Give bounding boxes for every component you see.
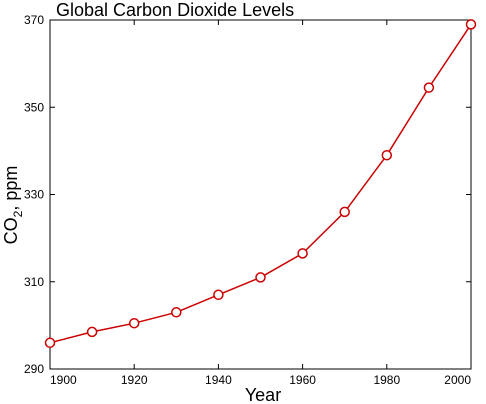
y-tick-label: 290 <box>24 362 44 376</box>
x-tick-label: 1980 <box>373 373 400 387</box>
y-tick-label: 310 <box>24 275 44 289</box>
co2-series-line <box>49 23 472 344</box>
y-tick-label: 370 <box>24 13 44 27</box>
y-axis-ticks: 290 310 330 350 370 <box>24 13 471 376</box>
y-axis-label-suffix: , ppm <box>1 166 21 211</box>
y-axis-label: CO2, ppm <box>1 166 25 245</box>
co2-series-points <box>44 19 477 349</box>
data-point-marker <box>86 326 98 338</box>
data-point-marker <box>381 149 393 161</box>
data-point-marker <box>213 289 224 301</box>
y-axis-label-main: CO <box>1 217 21 244</box>
x-tick-label: 2000 <box>444 373 471 387</box>
y-axis-label-subscript: 2 <box>11 210 25 217</box>
data-point-marker <box>297 248 308 259</box>
data-point-marker <box>423 82 435 93</box>
data-point-marker <box>128 317 140 329</box>
x-tick-label: 1900 <box>50 373 77 387</box>
x-tick-label: 1940 <box>205 373 232 387</box>
x-axis-ticks: 1900 1920 1940 1960 1980 2000 <box>49 20 472 387</box>
x-tick-label: 1960 <box>289 373 316 387</box>
data-point-marker <box>44 337 56 349</box>
x-tick-label: 1920 <box>121 373 148 387</box>
plot-frame <box>49 19 472 370</box>
data-point-marker <box>255 272 266 283</box>
data-point-marker <box>339 206 350 218</box>
data-point-marker <box>465 19 477 30</box>
y-tick-label: 330 <box>24 188 44 202</box>
chart-title: Global Carbon Dioxide Levels <box>56 0 294 20</box>
y-tick-label: 350 <box>24 100 44 114</box>
x-axis-label: Year <box>245 385 281 404</box>
data-point-marker <box>171 307 182 318</box>
